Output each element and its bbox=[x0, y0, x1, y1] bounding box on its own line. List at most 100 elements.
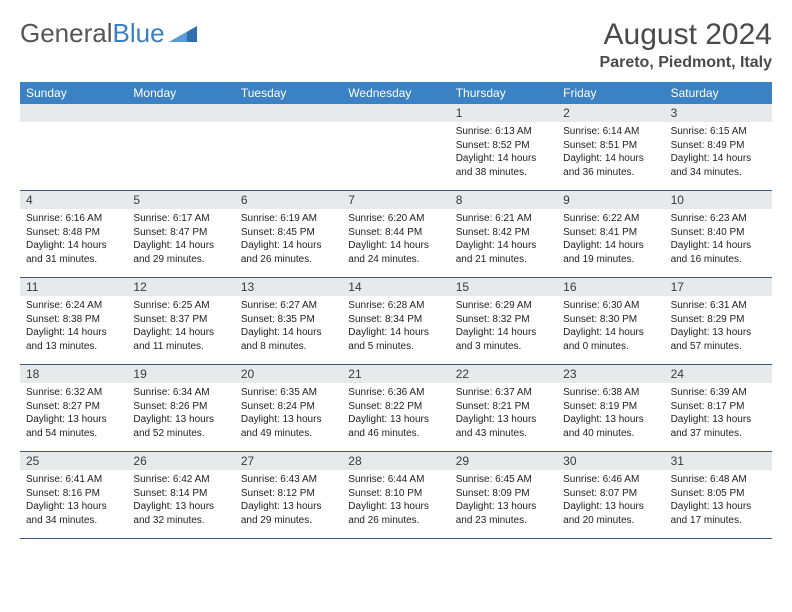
sunset-line: Sunset: 8:09 PM bbox=[456, 487, 553, 501]
daynum-row: 10 bbox=[665, 191, 772, 209]
day-number: 19 bbox=[127, 367, 146, 381]
daylight-line: Daylight: 13 hours and 34 minutes. bbox=[26, 500, 123, 527]
dow-tuesday: Tuesday bbox=[235, 82, 342, 104]
title-block: August 2024 Pareto, Piedmont, Italy bbox=[600, 18, 772, 72]
day-info: Sunrise: 6:13 AMSunset: 8:52 PMDaylight:… bbox=[450, 122, 557, 182]
sunrise-line: Sunrise: 6:22 AM bbox=[563, 212, 660, 226]
daynum-row: 8 bbox=[450, 191, 557, 209]
day-cell: 22Sunrise: 6:37 AMSunset: 8:21 PMDayligh… bbox=[450, 365, 557, 451]
daynum-row: 6 bbox=[235, 191, 342, 209]
day-cell: 1Sunrise: 6:13 AMSunset: 8:52 PMDaylight… bbox=[450, 104, 557, 190]
daynum-row: 2 bbox=[557, 104, 664, 122]
day-info: Sunrise: 6:38 AMSunset: 8:19 PMDaylight:… bbox=[557, 383, 664, 443]
daylight-line: Daylight: 14 hours and 3 minutes. bbox=[456, 326, 553, 353]
sunrise-line: Sunrise: 6:45 AM bbox=[456, 473, 553, 487]
day-cell bbox=[235, 104, 342, 190]
sunrise-line: Sunrise: 6:20 AM bbox=[348, 212, 445, 226]
sunset-line: Sunset: 8:26 PM bbox=[133, 400, 230, 414]
sunrise-line: Sunrise: 6:48 AM bbox=[671, 473, 768, 487]
daynum-row: 21 bbox=[342, 365, 449, 383]
sunset-line: Sunset: 8:30 PM bbox=[563, 313, 660, 327]
dow-header-row: Sunday Monday Tuesday Wednesday Thursday… bbox=[20, 82, 772, 104]
daylight-line: Daylight: 14 hours and 0 minutes. bbox=[563, 326, 660, 353]
daylight-line: Daylight: 13 hours and 32 minutes. bbox=[133, 500, 230, 527]
day-cell: 14Sunrise: 6:28 AMSunset: 8:34 PMDayligh… bbox=[342, 278, 449, 364]
sunset-line: Sunset: 8:34 PM bbox=[348, 313, 445, 327]
day-info: Sunrise: 6:19 AMSunset: 8:45 PMDaylight:… bbox=[235, 209, 342, 269]
day-number: 8 bbox=[450, 193, 463, 207]
sunrise-line: Sunrise: 6:28 AM bbox=[348, 299, 445, 313]
sunset-line: Sunset: 8:16 PM bbox=[26, 487, 123, 501]
day-cell: 30Sunrise: 6:46 AMSunset: 8:07 PMDayligh… bbox=[557, 452, 664, 538]
dow-thursday: Thursday bbox=[450, 82, 557, 104]
sunset-line: Sunset: 8:14 PM bbox=[133, 487, 230, 501]
daynum-row: 11 bbox=[20, 278, 127, 296]
daylight-line: Daylight: 13 hours and 49 minutes. bbox=[241, 413, 338, 440]
sunrise-line: Sunrise: 6:14 AM bbox=[563, 125, 660, 139]
daynum-row: 16 bbox=[557, 278, 664, 296]
daylight-line: Daylight: 13 hours and 43 minutes. bbox=[456, 413, 553, 440]
daylight-line: Daylight: 13 hours and 20 minutes. bbox=[563, 500, 660, 527]
day-info: Sunrise: 6:42 AMSunset: 8:14 PMDaylight:… bbox=[127, 470, 234, 530]
day-info: Sunrise: 6:14 AMSunset: 8:51 PMDaylight:… bbox=[557, 122, 664, 182]
daynum-row: 25 bbox=[20, 452, 127, 470]
daylight-line: Daylight: 14 hours and 13 minutes. bbox=[26, 326, 123, 353]
dow-wednesday: Wednesday bbox=[342, 82, 449, 104]
dow-sunday: Sunday bbox=[20, 82, 127, 104]
daynum-row: 13 bbox=[235, 278, 342, 296]
day-number: 5 bbox=[127, 193, 140, 207]
day-cell: 25Sunrise: 6:41 AMSunset: 8:16 PMDayligh… bbox=[20, 452, 127, 538]
dow-friday: Friday bbox=[557, 82, 664, 104]
day-info: Sunrise: 6:20 AMSunset: 8:44 PMDaylight:… bbox=[342, 209, 449, 269]
daylight-line: Daylight: 13 hours and 37 minutes. bbox=[671, 413, 768, 440]
daynum-row: 26 bbox=[127, 452, 234, 470]
week-row: 25Sunrise: 6:41 AMSunset: 8:16 PMDayligh… bbox=[20, 452, 772, 539]
sunset-line: Sunset: 8:10 PM bbox=[348, 487, 445, 501]
week-row: 4Sunrise: 6:16 AMSunset: 8:48 PMDaylight… bbox=[20, 191, 772, 278]
daynum-row: 31 bbox=[665, 452, 772, 470]
sunrise-line: Sunrise: 6:15 AM bbox=[671, 125, 768, 139]
sunset-line: Sunset: 8:47 PM bbox=[133, 226, 230, 240]
day-cell: 17Sunrise: 6:31 AMSunset: 8:29 PMDayligh… bbox=[665, 278, 772, 364]
header: GeneralBlue August 2024 Pareto, Piedmont… bbox=[20, 18, 772, 72]
sunset-line: Sunset: 8:35 PM bbox=[241, 313, 338, 327]
day-number: 23 bbox=[557, 367, 576, 381]
sunset-line: Sunset: 8:52 PM bbox=[456, 139, 553, 153]
sunrise-line: Sunrise: 6:19 AM bbox=[241, 212, 338, 226]
day-cell: 6Sunrise: 6:19 AMSunset: 8:45 PMDaylight… bbox=[235, 191, 342, 277]
daynum-row: 30 bbox=[557, 452, 664, 470]
sunrise-line: Sunrise: 6:21 AM bbox=[456, 212, 553, 226]
sunrise-line: Sunrise: 6:42 AM bbox=[133, 473, 230, 487]
daylight-line: Daylight: 14 hours and 24 minutes. bbox=[348, 239, 445, 266]
day-info: Sunrise: 6:23 AMSunset: 8:40 PMDaylight:… bbox=[665, 209, 772, 269]
week-row: 11Sunrise: 6:24 AMSunset: 8:38 PMDayligh… bbox=[20, 278, 772, 365]
day-info: Sunrise: 6:27 AMSunset: 8:35 PMDaylight:… bbox=[235, 296, 342, 356]
daynum-row: 17 bbox=[665, 278, 772, 296]
day-info: Sunrise: 6:34 AMSunset: 8:26 PMDaylight:… bbox=[127, 383, 234, 443]
day-cell: 23 Sunrise: 6:38 AMSunset: 8:19 PMDayligh… bbox=[557, 365, 664, 451]
daylight-line: Daylight: 14 hours and 5 minutes. bbox=[348, 326, 445, 353]
sunrise-line: Sunrise: 6:34 AM bbox=[133, 386, 230, 400]
sunrise-line: Sunrise: 6:13 AM bbox=[456, 125, 553, 139]
sunrise-line: Sunrise: 6:44 AM bbox=[348, 473, 445, 487]
day-number: 27 bbox=[235, 454, 254, 468]
day-number: 4 bbox=[20, 193, 33, 207]
daynum-row: 7 bbox=[342, 191, 449, 209]
daynum-row: 3 bbox=[665, 104, 772, 122]
sunset-line: Sunset: 8:22 PM bbox=[348, 400, 445, 414]
daylight-line: Daylight: 13 hours and 57 minutes. bbox=[671, 326, 768, 353]
sunset-line: Sunset: 8:42 PM bbox=[456, 226, 553, 240]
daylight-line: Daylight: 14 hours and 38 minutes. bbox=[456, 152, 553, 179]
day-cell: 19 Sunrise: 6:34 AMSunset: 8:26 PMDayligh… bbox=[127, 365, 234, 451]
sunset-line: Sunset: 8:37 PM bbox=[133, 313, 230, 327]
daylight-line: Daylight: 14 hours and 11 minutes. bbox=[133, 326, 230, 353]
daynum-row: 5 bbox=[127, 191, 234, 209]
day-cell: 26Sunrise: 6:42 AMSunset: 8:14 PMDayligh… bbox=[127, 452, 234, 538]
day-cell: 24Sunrise: 6:39 AMSunset: 8:17 PMDayligh… bbox=[665, 365, 772, 451]
daynum-row: 19 bbox=[127, 365, 234, 383]
day-cell: 7Sunrise: 6:20 AMSunset: 8:44 PMDaylight… bbox=[342, 191, 449, 277]
sunset-line: Sunset: 8:17 PM bbox=[671, 400, 768, 414]
logo-triangle-icon bbox=[169, 18, 197, 49]
daynum-row: 4 bbox=[20, 191, 127, 209]
day-info: Sunrise: 6:17 AMSunset: 8:47 PMDaylight:… bbox=[127, 209, 234, 269]
